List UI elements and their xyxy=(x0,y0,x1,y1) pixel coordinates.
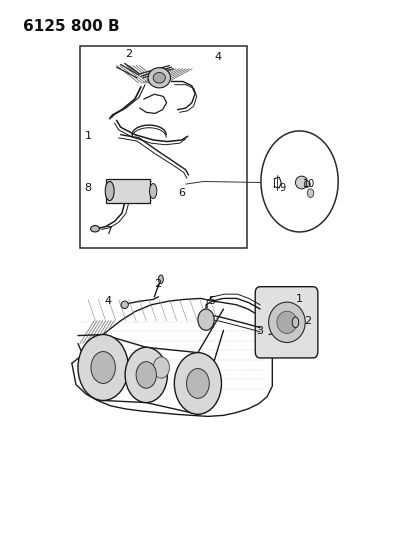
Circle shape xyxy=(186,368,209,398)
Ellipse shape xyxy=(148,68,171,88)
Text: 5: 5 xyxy=(208,296,215,306)
Ellipse shape xyxy=(198,309,214,330)
Text: 8: 8 xyxy=(84,183,92,193)
Text: 2: 2 xyxy=(304,316,311,326)
Text: 1: 1 xyxy=(84,131,92,141)
Text: 6125 800 B: 6125 800 B xyxy=(23,19,120,34)
Circle shape xyxy=(136,362,156,388)
Text: 4: 4 xyxy=(215,52,222,61)
Ellipse shape xyxy=(304,181,310,187)
Text: 2: 2 xyxy=(154,279,161,288)
Text: 7: 7 xyxy=(105,227,112,237)
Text: 3: 3 xyxy=(257,326,264,336)
FancyBboxPatch shape xyxy=(255,287,318,358)
Bar xyxy=(106,179,150,203)
Circle shape xyxy=(125,348,167,402)
Text: 10: 10 xyxy=(303,179,315,189)
Ellipse shape xyxy=(295,176,308,189)
Ellipse shape xyxy=(91,225,100,232)
Text: 4: 4 xyxy=(105,296,112,306)
Circle shape xyxy=(78,335,129,400)
Ellipse shape xyxy=(121,301,129,309)
Text: 9: 9 xyxy=(279,183,285,193)
Text: 1: 1 xyxy=(296,294,303,304)
Text: 2: 2 xyxy=(125,49,132,59)
Circle shape xyxy=(153,357,169,378)
Ellipse shape xyxy=(149,183,157,198)
Ellipse shape xyxy=(105,181,114,200)
Ellipse shape xyxy=(292,317,299,328)
Text: 6: 6 xyxy=(178,188,185,198)
Ellipse shape xyxy=(158,275,163,284)
Circle shape xyxy=(261,131,338,232)
Ellipse shape xyxy=(153,72,165,83)
Circle shape xyxy=(174,353,222,414)
Bar xyxy=(80,46,247,248)
Circle shape xyxy=(91,352,115,383)
Circle shape xyxy=(307,189,314,197)
Ellipse shape xyxy=(268,302,305,343)
Ellipse shape xyxy=(277,311,297,334)
